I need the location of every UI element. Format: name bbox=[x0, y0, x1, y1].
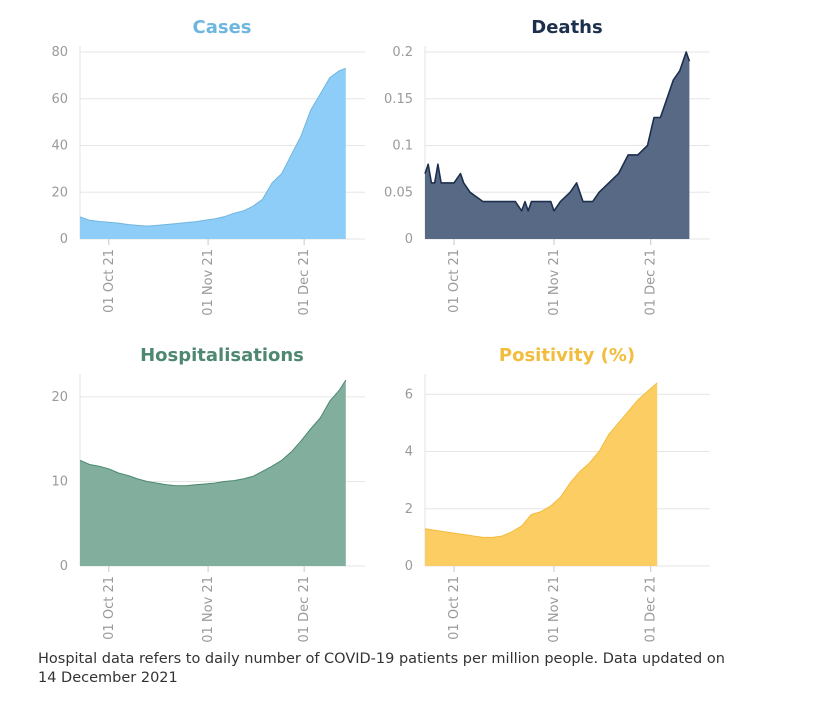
series-line-hospitalisations bbox=[79, 379, 347, 487]
y-tick-label-hospitalisations: 0 bbox=[60, 559, 68, 574]
x-tick-label-cases: 01 Dec 21 bbox=[297, 249, 312, 316]
x-tick-label-hospitalisations: 01 Nov 21 bbox=[201, 576, 216, 643]
series-line-deaths bbox=[424, 51, 691, 212]
x-tick-label-positivity: 01 Oct 21 bbox=[447, 576, 462, 640]
y-tick-label-deaths: 0 bbox=[405, 232, 413, 247]
area-positivity bbox=[425, 382, 658, 566]
y-tick-label-positivity: 2 bbox=[405, 502, 413, 517]
y-tick-label-deaths: 0.05 bbox=[384, 185, 413, 200]
y-tick-label-cases: 60 bbox=[51, 92, 68, 107]
panel-hospitalisations: Hospitalisations 0 10 20 01 Oct 21 01 Nov 21 0… bbox=[51, 345, 365, 643]
y-tick-label-cases: 80 bbox=[51, 45, 68, 60]
x-tick-label-cases: 01 Oct 21 bbox=[102, 249, 117, 313]
panel-cases: Cases 0 20 40 60 80 01 Oct 21 01 Nov 21 01 Dec 2… bbox=[51, 17, 365, 316]
area-deaths bbox=[425, 52, 690, 239]
y-tick-label-cases: 40 bbox=[51, 139, 68, 154]
footnote: Hospital data refers to daily number of … bbox=[38, 651, 725, 686]
chart-title-hospitalisations: Hospitalisations bbox=[140, 345, 304, 366]
y-tick-label-positivity: 0 bbox=[405, 559, 413, 574]
x-tick-label-cases: 01 Nov 21 bbox=[201, 249, 216, 316]
area-cases bbox=[80, 68, 346, 240]
x-tick-label-hospitalisations: 01 Oct 21 bbox=[102, 576, 117, 640]
y-tick-label-positivity: 4 bbox=[405, 445, 413, 460]
y-tick-label-deaths: 0.15 bbox=[384, 92, 413, 107]
x-tick-label-deaths: 01 Dec 21 bbox=[644, 249, 659, 316]
panel-positivity: Positivity (%) 0 2 4 6 01 Oct 21 01 Nov 21 01 D… bbox=[405, 345, 710, 643]
series-line-cases bbox=[79, 67, 346, 227]
x-tick-label-deaths: 01 Oct 21 bbox=[447, 249, 462, 313]
chart-title-deaths: Deaths bbox=[531, 17, 602, 38]
area-hospitalisations bbox=[80, 380, 346, 566]
y-tick-label-cases: 0 bbox=[60, 232, 68, 247]
panel-deaths: Deaths 0 0.05 0.1 0.15 0.2 01 Oct 21 01 Nov 21 0… bbox=[384, 17, 710, 316]
x-tick-label-deaths: 01 Nov 21 bbox=[547, 249, 562, 316]
chart-title-cases: Cases bbox=[193, 17, 252, 38]
y-tick-label-hospitalisations: 20 bbox=[51, 390, 68, 405]
y-tick-label-cases: 20 bbox=[51, 185, 68, 200]
y-tick-label-positivity: 6 bbox=[405, 387, 413, 402]
y-tick-label-hospitalisations: 10 bbox=[51, 474, 68, 489]
series-line-positivity bbox=[424, 382, 658, 538]
x-tick-label-positivity: 01 Nov 21 bbox=[547, 576, 562, 643]
x-tick-label-hospitalisations: 01 Dec 21 bbox=[297, 576, 312, 643]
y-tick-label-deaths: 0.1 bbox=[392, 139, 413, 154]
x-tick-label-positivity: 01 Dec 21 bbox=[644, 576, 659, 643]
y-tick-label-deaths: 0.2 bbox=[392, 45, 413, 60]
chart-title-positivity: Positivity (%) bbox=[499, 345, 635, 366]
